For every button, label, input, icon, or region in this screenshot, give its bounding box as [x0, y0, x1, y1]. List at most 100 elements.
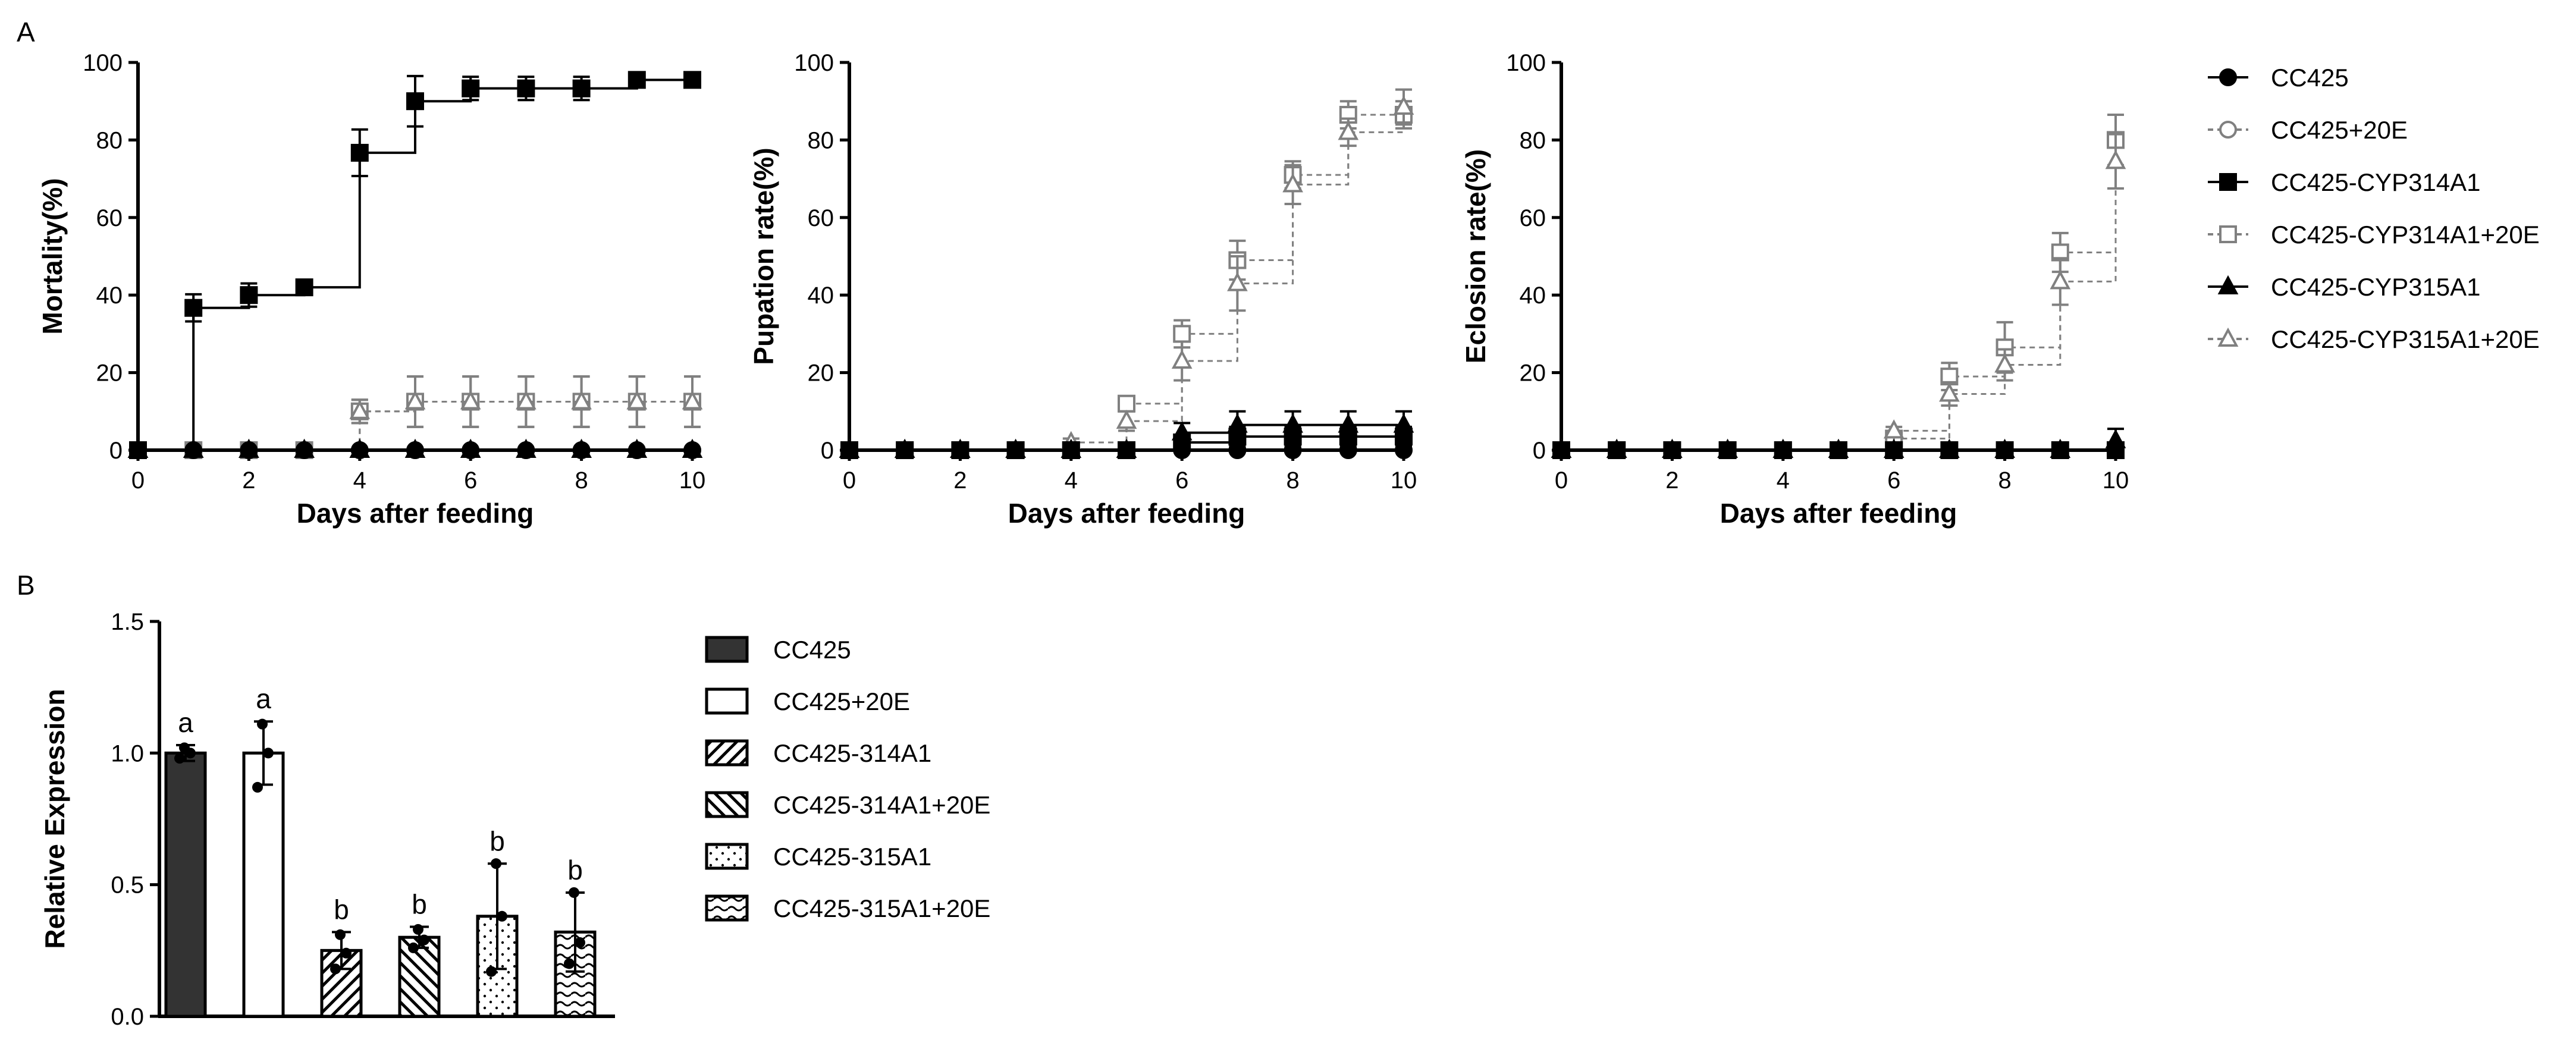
- data-point: [1828, 438, 1849, 458]
- data-point: [239, 438, 259, 458]
- x-tick-label: 4: [353, 467, 366, 494]
- replicate-point: [341, 947, 352, 959]
- legend-label: CC425-314A1+20E: [773, 791, 990, 819]
- replicate-point: [263, 748, 274, 759]
- panel-label-a: A: [17, 17, 35, 48]
- legend-marker: [2219, 68, 2237, 86]
- x-tick-label: 0: [843, 467, 856, 494]
- x-tick-label: 0: [1555, 467, 1568, 494]
- legend-swatch: [705, 894, 749, 922]
- legend-label: CC425: [773, 636, 851, 664]
- replicate-point: [419, 934, 429, 946]
- data-point: [462, 79, 480, 98]
- y-tick-label: 40: [808, 282, 834, 309]
- legend-item-cc425: CC425: [705, 636, 851, 664]
- bar-legend: CC425 CC425+20E CC425-314A1 CC425-314A1+20E…: [705, 636, 990, 922]
- data-point: [1939, 382, 1960, 402]
- x-tick-label: 10: [679, 467, 706, 494]
- data-point: [572, 79, 591, 98]
- data-point: [350, 143, 369, 162]
- data-point: [295, 278, 313, 297]
- data-point: [1994, 353, 2015, 373]
- legend-label: CC425-CYP314A1+20E: [2271, 221, 2540, 249]
- pupation-chart: 0 20 40 60 80 100 0 2 4 6 8 10 Days after feeding Pup…: [748, 50, 1417, 529]
- legend-swatch: [705, 791, 749, 818]
- data-point: [1393, 95, 1414, 115]
- data-point: [240, 286, 258, 304]
- data-point: [1282, 173, 1303, 193]
- y-axis-title: Pupation rate(%): [748, 147, 779, 365]
- data-point: [1393, 413, 1414, 433]
- replicate-point: [335, 929, 346, 940]
- legend-item-cc425: CC425: [2208, 64, 2349, 92]
- legend-marker: [2217, 327, 2239, 347]
- y-tick-label: 60: [808, 205, 834, 231]
- data-point: [626, 438, 648, 458]
- y-tick-label: 20: [96, 360, 123, 387]
- y-tick-label: 0.0: [111, 1004, 144, 1030]
- data-point: [1227, 413, 1248, 433]
- legend-label: CC425-315A1+20E: [773, 894, 990, 922]
- legend-swatch: [705, 687, 749, 715]
- significance-letter: b: [490, 825, 505, 856]
- data-point: [894, 438, 915, 458]
- y-tick-label: 100: [1506, 50, 1546, 76]
- series-cc425-cyp314a1-20e: [1552, 114, 2125, 459]
- x-axis-title: Days after feeding: [1008, 498, 1245, 529]
- data-point: [1551, 438, 1572, 458]
- replicate-point: [252, 781, 263, 793]
- legend-label: CC425+20E: [773, 687, 910, 715]
- line-legend: CC425 CC425+20E CC425-CYP314A1 CC425-CYP314…: [2208, 64, 2540, 353]
- data-point: [2105, 429, 2126, 448]
- data-point: [839, 438, 860, 458]
- legend-marker: [2217, 275, 2239, 294]
- data-point: [1118, 394, 1135, 413]
- significance-letter: a: [256, 683, 271, 714]
- data-point: [127, 438, 149, 458]
- series-line: [1561, 140, 2117, 451]
- data-point: [1173, 325, 1191, 343]
- data-point: [1227, 272, 1248, 291]
- y-axis-title: Eclosion rate(%): [1460, 149, 1491, 363]
- replicate-point: [486, 966, 497, 977]
- significance-letter: b: [412, 888, 427, 919]
- bar-group-cc425-20e: a: [242, 683, 285, 1018]
- legend-swatch: [705, 636, 749, 663]
- data-point: [571, 390, 592, 410]
- data-point: [1939, 438, 1960, 458]
- y-tick-label: 100: [794, 50, 834, 76]
- data-point: [1662, 438, 1683, 458]
- data-point: [1116, 438, 1137, 458]
- data-point: [517, 79, 535, 98]
- expression-bar-chart: 0.0 0.5 1.0 1.5 Relative Expression a a b b b b: [39, 609, 615, 1030]
- data-point: [682, 390, 703, 410]
- data-point: [1282, 413, 1303, 433]
- legend-item-cc425-315a1-20e: CC425-315A1+20E: [705, 894, 990, 922]
- data-point: [183, 438, 204, 458]
- legend-swatch: [705, 739, 749, 767]
- y-tick-label: 40: [96, 282, 123, 309]
- data-point: [516, 390, 536, 410]
- legend-item-cc425-315a1: CC425-315A1: [705, 843, 931, 871]
- replicate-point: [330, 963, 341, 975]
- x-tick-label: 6: [1887, 467, 1900, 494]
- data-point: [184, 299, 203, 317]
- data-point: [950, 438, 971, 458]
- data-point: [1171, 421, 1193, 441]
- y-tick-label: 1.5: [111, 609, 144, 635]
- x-axis-title: Days after feeding: [1720, 498, 1957, 529]
- eclosion-chart: 0 20 40 60 80 100 0 2 4 6 8 10 Days after feeding Ecl…: [1460, 50, 2129, 529]
- replicate-point: [575, 937, 585, 949]
- data-point: [404, 390, 426, 410]
- y-tick-label: 40: [1520, 282, 1546, 309]
- data-point: [1338, 121, 1359, 140]
- y-axis-title: Relative Expression: [39, 689, 70, 949]
- replicate-point: [408, 942, 419, 953]
- bar-group-cc425-314a1-20e: b: [398, 888, 441, 1018]
- series-line: [1561, 161, 2117, 451]
- x-tick-label: 4: [1065, 467, 1078, 494]
- data-point: [1994, 438, 2015, 458]
- y-tick-label: 20: [1520, 360, 1546, 387]
- legend-item-cc425-20e: CC425+20E: [2208, 116, 2408, 144]
